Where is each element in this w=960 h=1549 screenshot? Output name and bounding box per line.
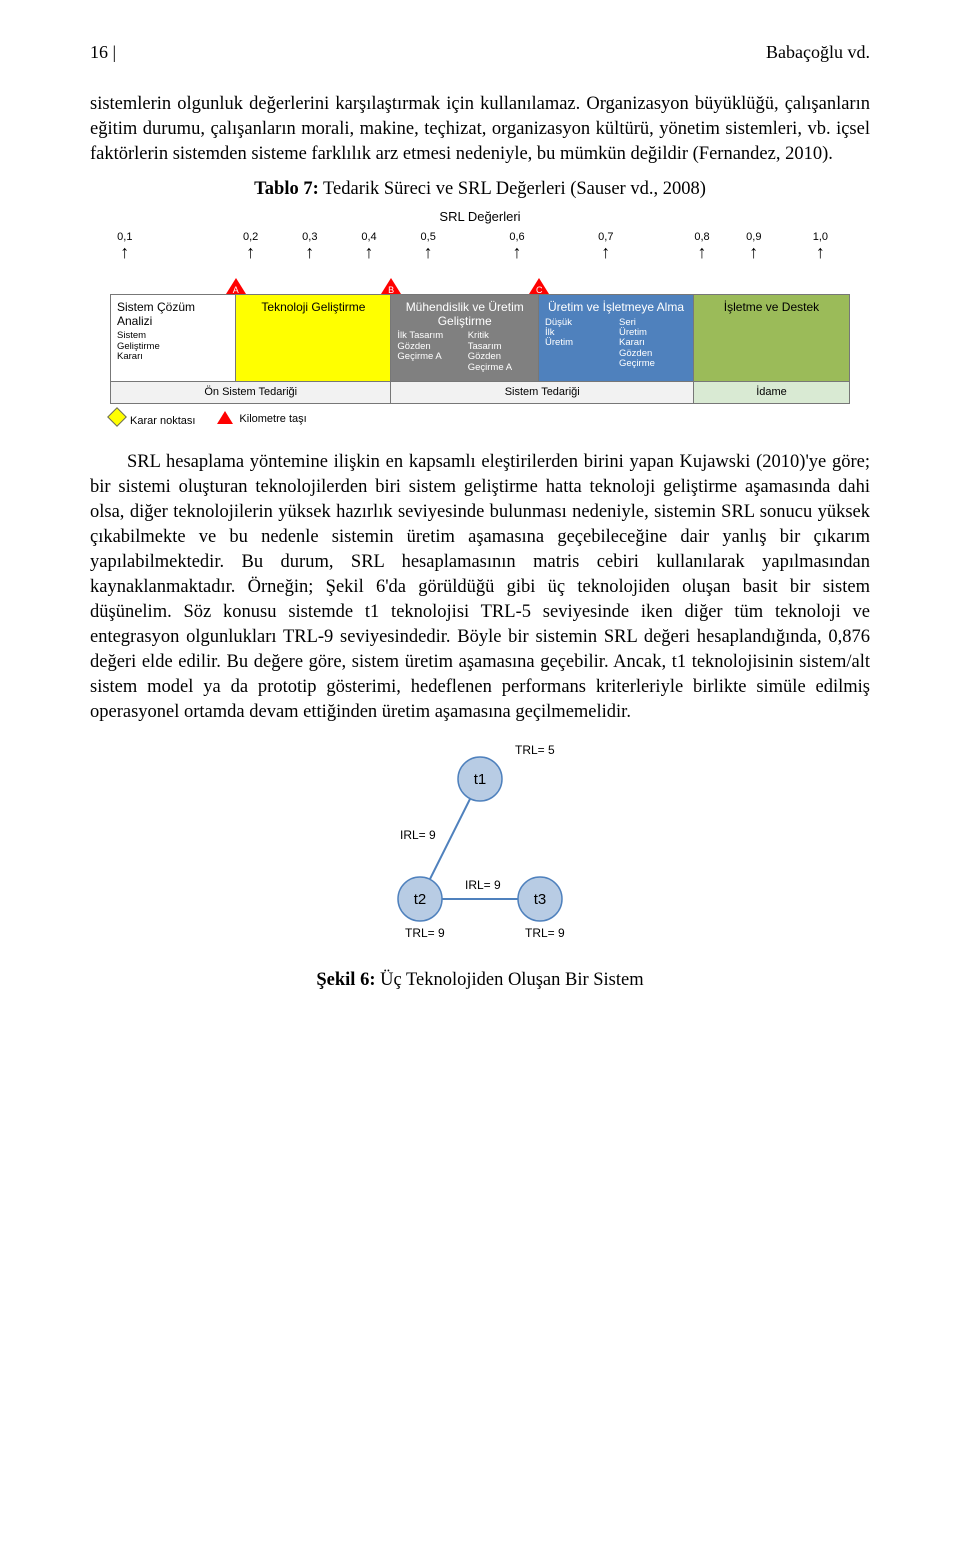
page-number: 16 | xyxy=(90,40,116,64)
phase-cell: Teknoloji Geliştirme xyxy=(236,295,391,381)
phase-subcol: İlk TasarımGözdenGeçirme A xyxy=(397,331,461,373)
axis-tick: 0,8↑ xyxy=(694,230,709,259)
phase-cell: Mühendislik ve Üretim Geliştirmeİlk Tasa… xyxy=(391,295,539,381)
figure6-caption-text: Üç Teknolojiden Oluşan Bir Sistem xyxy=(375,970,643,990)
table7-caption: Tablo 7: Tedarik Süreci ve SRL Değerleri… xyxy=(90,177,870,202)
phase-cell: Üretim ve İşletmeye Alma DüşükİlkÜretimSe… xyxy=(539,295,694,381)
srl-chart: SRL Değerleri 0,1↑0,2↑0,3↑0,4↑0,5↑0,6↑0,… xyxy=(110,208,850,428)
network-svg: IRL= 9 IRL= 9 t1 TRL= 5 t2 TRL= 9 t3 TRL= 9 xyxy=(350,739,610,949)
axis-tick: 0,7↑ xyxy=(598,230,613,259)
legend-decision: Karar noktası xyxy=(110,410,195,429)
triangle-icon xyxy=(217,411,233,424)
axis-tick: 0,6↑ xyxy=(509,230,524,259)
network-figure: IRL= 9 IRL= 9 t1 TRL= 5 t2 TRL= 9 t3 TRL= 9 xyxy=(350,739,610,956)
diamond-icon xyxy=(107,407,127,427)
srl-supply-row: Ön Sistem TedariğiSistem Tedariğiİdame xyxy=(110,382,850,404)
paragraph-main: SRL hesaplama yöntemine ilişkin en kapsa… xyxy=(90,450,870,725)
supply-cell: Ön Sistem Tedariği xyxy=(111,382,391,403)
axis-tick: 1,0↑ xyxy=(813,230,828,259)
legend-decision-text: Karar noktası xyxy=(130,415,195,427)
milestone-letter: B xyxy=(388,284,394,296)
node-label: t3 xyxy=(534,891,547,908)
header-author: Babaçoğlu vd. xyxy=(766,40,870,64)
phase-subcol: KritikTasarımGözdenGeçirme A xyxy=(468,331,532,373)
supply-cell: İdame xyxy=(694,382,849,403)
node-trl-label: TRL= 5 xyxy=(515,743,555,757)
axis-tick: 0,3↑ xyxy=(302,230,317,259)
legend-milestone-text: Kilometre taşı xyxy=(239,413,306,425)
phase-title: Mühendislik ve Üretim Geliştirme xyxy=(397,301,532,329)
table7-label: Tablo 7: xyxy=(254,179,319,199)
srl-chart-title: SRL Değerleri xyxy=(110,208,850,226)
legend-milestone: Kilometre taşı xyxy=(217,411,306,427)
axis-tick: 0,4↑ xyxy=(361,230,376,259)
figure6-label: Şekil 6: xyxy=(316,970,375,990)
axis-tick: 0,9↑ xyxy=(746,230,761,259)
srl-axis: 0,1↑ 0,2↑ 0,3↑ 0,4↑ 0,5↑ 0,6↑ 0,7↑ 0,8↑ 0,9↑ 1,0↑ xyxy=(110,230,850,276)
phase-title: Teknoloji Geliştirme xyxy=(242,301,384,315)
axis-tick: 0,1↑ xyxy=(117,230,132,259)
node-trl-label: TRL= 9 xyxy=(405,926,445,940)
phase-cell: İşletme ve Destek xyxy=(694,295,849,381)
phase-sublines: SistemGeliştirmeKararı xyxy=(117,331,229,362)
supply-cell: Sistem Tedariği xyxy=(391,382,694,403)
phase-title: Üretim ve İşletmeye Alma xyxy=(545,301,687,315)
srl-legend: Karar noktası Kilometre taşı xyxy=(110,410,850,429)
phase-title: İşletme ve Destek xyxy=(700,301,843,315)
table7-caption-text: Tedarik Süreci ve SRL Değerleri (Sauser … xyxy=(319,179,706,199)
page-header: 16 | Babaçoğlu vd. xyxy=(90,40,870,64)
srl-triangle-layer: A B C xyxy=(110,276,850,294)
srl-phase-band: Sistem Çözüm AnaliziSistemGeliştirmeKara… xyxy=(110,294,850,382)
phase-title: Sistem Çözüm Analizi xyxy=(117,301,229,329)
axis-tick: 0,5↑ xyxy=(421,230,436,259)
edge-label: IRL= 9 xyxy=(400,828,436,842)
axis-tick: 0,2↑ xyxy=(243,230,258,259)
paragraph-intro: sistemlerin olgunluk değerlerini karşıla… xyxy=(90,92,870,167)
phase-cell: Sistem Çözüm AnaliziSistemGeliştirmeKara… xyxy=(111,295,236,381)
figure6-caption: Şekil 6: Üç Teknolojiden Oluşan Bir Sist… xyxy=(90,968,870,993)
node-label: t1 xyxy=(474,771,487,788)
milestone-letter: C xyxy=(536,284,543,296)
node-trl-label: TRL= 9 xyxy=(525,926,565,940)
node-label: t2 xyxy=(414,891,427,908)
edge-label: IRL= 9 xyxy=(465,878,501,892)
milestone-letter: A xyxy=(233,284,239,296)
phase-subcol: SeriÜretimKararıGözdenGeçirme xyxy=(619,318,687,370)
phase-subcol: DüşükİlkÜretim xyxy=(545,318,613,370)
